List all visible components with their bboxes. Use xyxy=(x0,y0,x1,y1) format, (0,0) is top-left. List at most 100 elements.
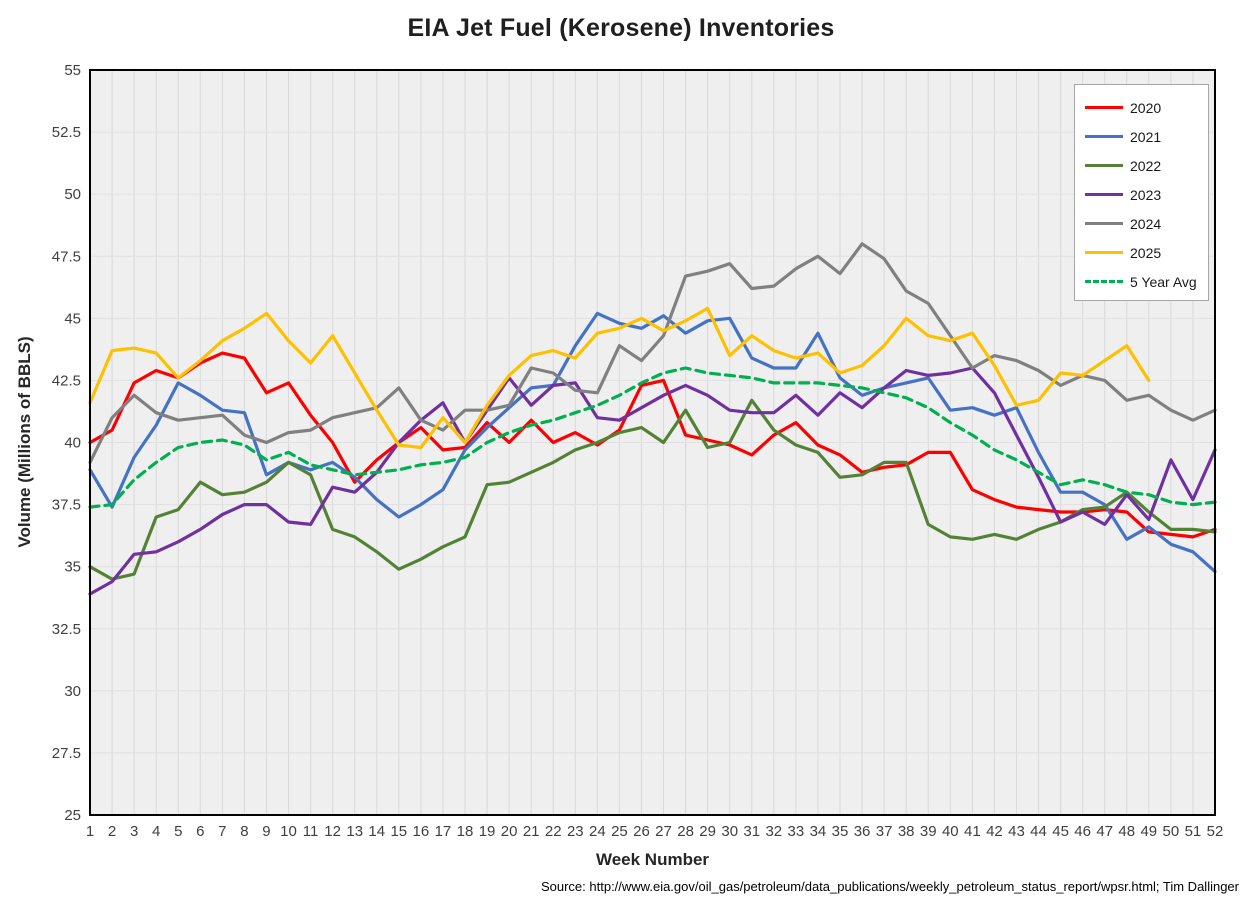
y-tick-label: 42.5 xyxy=(52,372,81,389)
x-tick-label: 4 xyxy=(152,823,160,840)
x-tick-label: 40 xyxy=(942,823,959,840)
x-tick-label: 10 xyxy=(280,823,297,840)
x-tick-label: 41 xyxy=(964,823,981,840)
x-tick-label: 3 xyxy=(130,823,138,840)
y-tick-label: 50 xyxy=(64,186,81,203)
y-tick-label: 40 xyxy=(64,435,81,452)
x-tick-label: 45 xyxy=(1052,823,1069,840)
legend-label: 2024 xyxy=(1130,215,1162,232)
x-tick-label: 11 xyxy=(303,823,319,840)
x-tick-label: 52 xyxy=(1207,823,1224,840)
y-tick-label: 52.5 xyxy=(52,124,81,141)
x-tick-label: 37 xyxy=(876,823,893,840)
y-tick-label: 30 xyxy=(64,683,81,700)
y-tick-label: 47.5 xyxy=(52,248,81,265)
plot-border xyxy=(89,69,1216,816)
legend-label: 2023 xyxy=(1130,186,1162,203)
x-tick-label: 38 xyxy=(898,823,915,840)
x-tick-label: 36 xyxy=(854,823,871,840)
series-line-2021 xyxy=(88,311,1217,574)
series-line-2025 xyxy=(88,306,1151,450)
x-tick-label: 9 xyxy=(262,823,270,840)
legend-label: 2022 xyxy=(1130,157,1162,174)
x-tick-label: 26 xyxy=(633,823,650,840)
legend: 2020 2021 2022 2023 2024 2025 5 Year Avg xyxy=(1074,84,1209,301)
x-tick-label: 5 xyxy=(174,823,182,840)
legend-swatch-5-year-avg xyxy=(1085,280,1123,283)
legend-label: 5 Year Avg xyxy=(1130,273,1197,290)
legend-item-5-year-avg: 5 Year Avg xyxy=(1075,267,1208,296)
x-tick-label: 48 xyxy=(1118,823,1135,840)
legend-swatch-2023 xyxy=(1085,193,1123,196)
y-tick-label: 25 xyxy=(64,807,81,824)
x-tick-label: 15 xyxy=(390,823,407,840)
x-tick-label: 42 xyxy=(986,823,1003,840)
x-tick-label: 6 xyxy=(196,823,204,840)
x-tick-label: 8 xyxy=(240,823,248,840)
legend-item-2025: 2025 xyxy=(1075,238,1208,267)
x-tick-label: 39 xyxy=(920,823,937,840)
x-tick-label: 49 xyxy=(1140,823,1157,840)
legend-label: 2025 xyxy=(1130,244,1162,261)
x-tick-label: 21 xyxy=(523,823,540,840)
x-tick-label: 43 xyxy=(1008,823,1025,840)
x-tick-label: 2 xyxy=(108,823,116,840)
source-note: Source: http://www.eia.gov/oil_gas/petro… xyxy=(540,879,1239,894)
y-tick-label: 55 xyxy=(64,62,81,79)
y-tick-label: 27.5 xyxy=(52,745,81,762)
series-line-2024 xyxy=(88,242,1217,464)
x-axis-title: Week Number xyxy=(595,850,710,869)
legend-swatch-2024 xyxy=(1085,222,1123,225)
legend-item-2022: 2022 xyxy=(1075,151,1208,180)
x-tick-label: 23 xyxy=(567,823,584,840)
x-tick-label: 46 xyxy=(1074,823,1091,840)
legend-swatch-2021 xyxy=(1085,135,1123,138)
y-tick-label: 37.5 xyxy=(52,497,81,514)
x-tick-label: 20 xyxy=(501,823,518,840)
legend-swatch-2020 xyxy=(1085,106,1123,109)
x-tick-label: 16 xyxy=(413,823,430,840)
x-tick-label: 28 xyxy=(677,823,694,840)
series-line-2020 xyxy=(88,351,1217,539)
x-tick-label: 27 xyxy=(655,823,672,840)
y-tick-label: 35 xyxy=(64,559,81,576)
x-tick-label: 18 xyxy=(457,823,474,840)
y-tick-label: 32.5 xyxy=(52,621,81,638)
x-tick-label: 29 xyxy=(699,823,716,840)
x-tick-label: 50 xyxy=(1163,823,1180,840)
legend-swatch-2025 xyxy=(1085,251,1123,254)
legend-swatch-2022 xyxy=(1085,164,1123,167)
x-tick-label: 13 xyxy=(346,823,363,840)
x-tick-label: 33 xyxy=(788,823,805,840)
x-tick-label: 25 xyxy=(611,823,628,840)
x-tick-label: 19 xyxy=(479,823,496,840)
chart-title: EIA Jet Fuel (Kerosene) Inventories xyxy=(407,14,835,42)
x-tick-label: 30 xyxy=(721,823,738,840)
y-tick-label: 45 xyxy=(64,310,81,327)
x-tick-label: 31 xyxy=(743,823,760,840)
x-tick-label: 22 xyxy=(545,823,562,840)
x-tick-label: 47 xyxy=(1096,823,1113,840)
x-tick-label: 7 xyxy=(218,823,226,840)
x-tick-label: 12 xyxy=(324,823,341,840)
legend-label: 2020 xyxy=(1130,99,1162,116)
x-tick-label: 24 xyxy=(589,823,606,840)
x-tick-label: 14 xyxy=(368,823,385,840)
x-tick-label: 17 xyxy=(435,823,452,840)
series-line-5-year-avg xyxy=(88,366,1217,509)
legend-item-2023: 2023 xyxy=(1075,180,1208,209)
x-tick-label: 35 xyxy=(832,823,849,840)
series-line-2023 xyxy=(88,366,1217,596)
legend-item-2020: 2020 xyxy=(1075,93,1208,122)
x-tick-label: 32 xyxy=(765,823,782,840)
x-tick-label: 1 xyxy=(86,823,94,840)
x-tick-label: 34 xyxy=(810,823,827,840)
x-tick-label: 51 xyxy=(1185,823,1202,840)
y-axis-title: Volume (Millions of BBLS) xyxy=(15,336,34,548)
x-tick-label: 44 xyxy=(1030,823,1047,840)
legend-item-2021: 2021 xyxy=(1075,122,1208,151)
series-line-2022 xyxy=(88,398,1217,581)
legend-item-2024: 2024 xyxy=(1075,209,1208,238)
